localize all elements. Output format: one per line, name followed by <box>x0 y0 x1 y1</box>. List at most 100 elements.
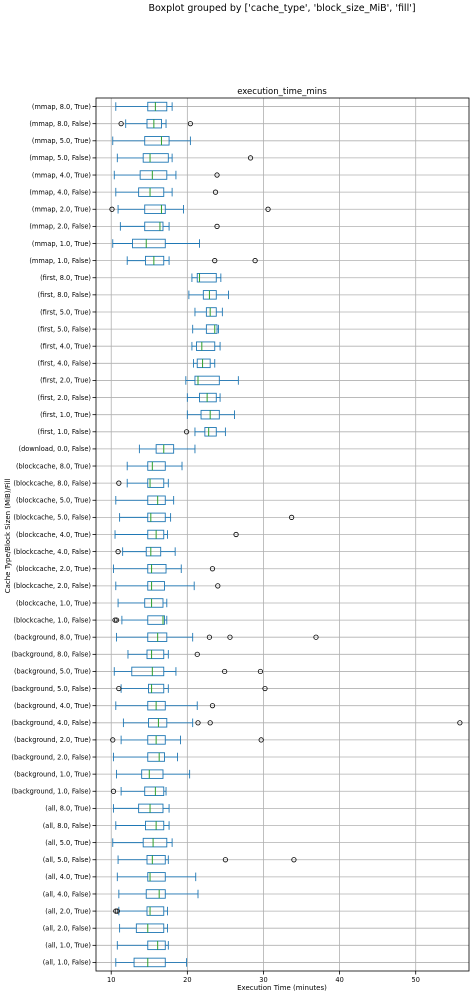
y-tick-label: (blockcache, 8.0, True) <box>16 462 91 470</box>
box-iqr <box>144 136 170 146</box>
y-tick-label: (background, 5.0, False) <box>11 685 91 693</box>
y-tick-label: (first, 2.0, True) <box>40 377 91 385</box>
outlier-point <box>222 857 229 863</box>
y-tick-label: (blockcache, 8.0, False) <box>13 479 91 487</box>
box-iqr <box>147 101 168 112</box>
y-tick-label: (mmap, 1.0, False) <box>29 257 91 265</box>
y-tick-label: (blockcache, 1.0, True) <box>16 599 91 607</box>
y-tick-label: (all, 1.0, True) <box>45 942 91 950</box>
y-tick-label: (blockcache, 5.0, False) <box>13 514 91 522</box>
box-iqr <box>147 461 166 471</box>
outlier-point <box>258 737 264 743</box>
box-iqr <box>147 940 166 951</box>
box-iqr <box>133 957 166 968</box>
x-axis-label: Execution Time (minutes) <box>237 984 327 992</box>
plot-area: 10 20 30 40 50 (all, 1.0, False) (all, 1.0, Tr… <box>11 97 470 984</box>
y-tick-label: (mmap, 1.0, True) <box>32 240 91 248</box>
box-iqr <box>138 187 165 197</box>
y-tick-label: (all, 1.0, False) <box>43 959 91 967</box>
x-tick-label: 10 <box>107 976 115 984</box>
box-iqr <box>196 341 216 351</box>
y-tick-label: (first, 4.0, False) <box>38 360 91 368</box>
y-tick-label: (first, 4.0, True) <box>40 343 91 351</box>
y-tick-label: (download, 0.0, False) <box>19 445 91 453</box>
chart-title: execution_time_mins <box>237 87 327 97</box>
box-iqr <box>145 889 166 899</box>
y-tick-label: (background, 2.0, False) <box>11 753 91 761</box>
outlier-point <box>291 857 297 863</box>
outlier-point <box>214 223 220 229</box>
box-iqr <box>145 820 165 831</box>
outlier-point <box>187 121 193 127</box>
outlier-point <box>215 583 221 589</box>
y-tick-label: (blockcache, 4.0, False) <box>13 548 91 556</box>
outlier-point <box>194 651 200 657</box>
outlier-point <box>457 720 463 726</box>
box-iqr <box>199 392 217 403</box>
outlier-point <box>313 634 319 640</box>
y-tick-label: (first, 8.0, True) <box>40 274 91 282</box>
outlier-point <box>115 549 121 555</box>
outlier-point <box>289 514 295 520</box>
box-iqr <box>138 803 164 814</box>
y-tick-label: (first, 1.0, True) <box>40 411 91 419</box>
box-iqr <box>144 221 164 232</box>
y-tick-label: (background, 8.0, True) <box>14 634 91 642</box>
box-iqr <box>131 666 165 677</box>
outlier-point <box>207 720 213 726</box>
outlier-point <box>114 908 120 914</box>
outlier-point <box>257 668 264 675</box>
x-tick-label: 40 <box>335 976 343 984</box>
y-tick-label: (blockcache, 2.0, True) <box>16 565 91 573</box>
box-iqr <box>146 649 165 660</box>
box-iqr <box>194 375 220 386</box>
y-tick-label: (mmap, 2.0, True) <box>32 206 91 214</box>
y-tick-label: (all, 8.0, False) <box>43 822 91 830</box>
box-iqr <box>205 324 218 334</box>
box-iqr <box>142 837 168 848</box>
box-iqr <box>147 615 165 625</box>
y-tick-label: (mmap, 4.0, True) <box>32 171 91 179</box>
box-iqr <box>144 204 166 214</box>
outlier-point <box>110 737 116 743</box>
outlier-point <box>247 155 254 161</box>
box-iqr <box>144 598 164 608</box>
y-tick-label: (mmap, 4.0, False) <box>29 188 91 196</box>
outlier-point <box>113 617 120 623</box>
box-iqr <box>142 153 169 163</box>
box-iqr <box>196 273 217 283</box>
outlier-point <box>227 634 233 640</box>
box-iqr <box>147 512 166 523</box>
outlier-point <box>113 908 119 914</box>
y-tick-label: (first, 2.0, False) <box>38 394 91 402</box>
y-tick-label: (blockcache, 2.0, False) <box>13 582 91 590</box>
outlier-point <box>195 720 201 726</box>
box-iqr <box>139 170 168 180</box>
y-tick-label: (first, 5.0, False) <box>38 325 91 333</box>
outlier-point <box>183 429 190 435</box>
box-iqr <box>148 683 165 694</box>
box-iqr <box>141 769 164 779</box>
outlier-point <box>112 617 118 623</box>
box-iqr <box>146 855 166 865</box>
box-iqr <box>204 427 217 437</box>
box-iqr <box>196 358 211 369</box>
box-iqr <box>132 238 166 249</box>
outlier-point <box>265 206 271 212</box>
outlier-point <box>109 206 115 212</box>
y-tick-label: (all, 8.0, True) <box>45 805 91 813</box>
y-tick-label: (mmap, 5.0, True) <box>32 137 91 145</box>
box-iqr <box>147 872 166 882</box>
outlier-point <box>116 685 122 692</box>
outlier-point <box>206 634 213 640</box>
box-iqr <box>146 906 165 916</box>
box-iqr <box>148 718 168 728</box>
outlier-point <box>209 703 216 709</box>
outlier-point <box>233 531 239 538</box>
y-tick-label: (mmap, 8.0, True) <box>32 103 91 111</box>
outlier-point <box>252 258 258 264</box>
box-iqr <box>147 495 166 505</box>
box-iqr <box>147 581 165 591</box>
box-iqr <box>144 786 165 796</box>
